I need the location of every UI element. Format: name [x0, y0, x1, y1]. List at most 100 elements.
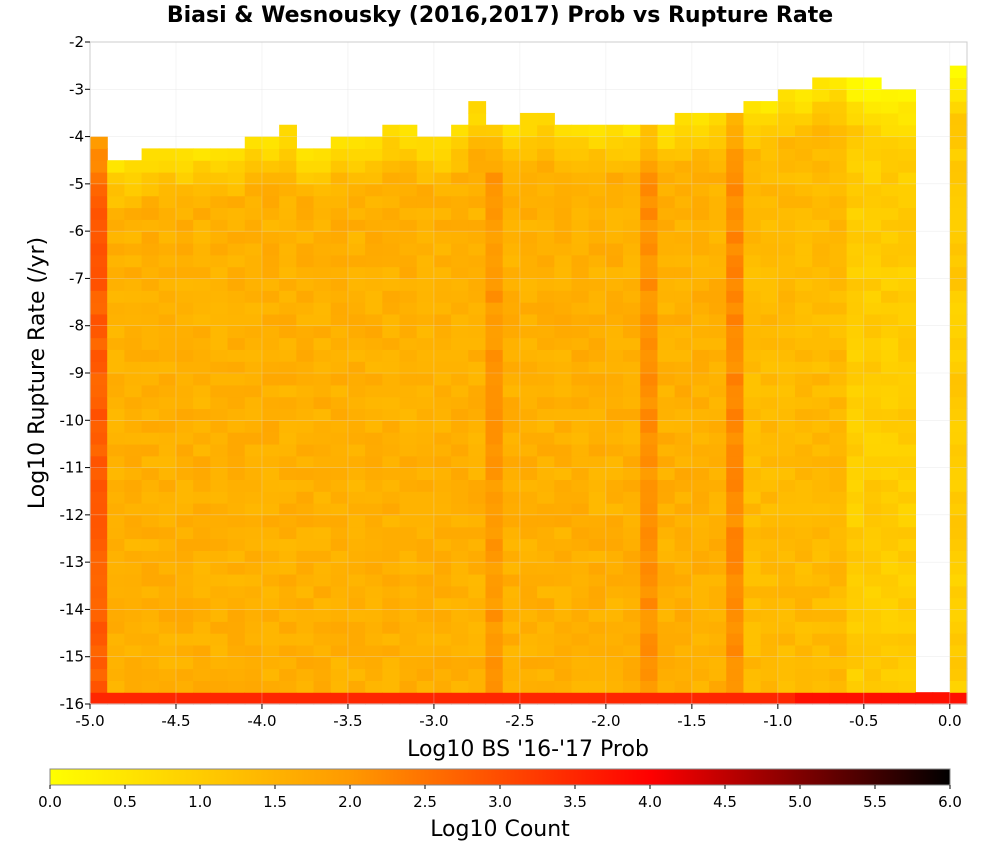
heatmap-cell: [554, 491, 573, 504]
heatmap-cell: [175, 219, 194, 232]
heatmap-cell: [605, 183, 624, 197]
heatmap-cell: [691, 325, 710, 339]
heatmap-cell: [141, 479, 160, 492]
heatmap-cell: [124, 396, 143, 410]
heatmap-cell: [777, 644, 796, 658]
heatmap-cell: [330, 526, 349, 540]
y-axis: -2-3-4-5-6-7-8-9-10-11-12-13-14-15-16: [60, 33, 90, 713]
heatmap-cell: [175, 231, 194, 244]
heatmap-cell: [623, 550, 641, 563]
heatmap-cell: [347, 396, 366, 410]
heatmap-cell: [210, 585, 229, 599]
heatmap-cell: [777, 633, 796, 646]
heatmap-cell: [261, 408, 280, 421]
heatmap-cell: [210, 160, 229, 173]
heatmap-cell: [382, 278, 401, 291]
heatmap-cell: [347, 562, 366, 575]
heatmap-cell: [227, 479, 246, 492]
heatmap-cell: [709, 491, 727, 504]
heatmap-cell: [743, 183, 762, 197]
heatmap-cell: [227, 514, 246, 528]
heatmap-cell: [90, 479, 108, 492]
heatmap-cell: [777, 207, 796, 220]
heatmap-cell: [124, 432, 143, 445]
heatmap-cell: [795, 219, 813, 232]
heatmap-cell: [640, 160, 659, 173]
heatmap-cell: [296, 361, 315, 374]
heatmap-cell: [261, 384, 280, 398]
heatmap-cell: [743, 538, 762, 551]
heatmap-cell: [760, 396, 779, 410]
heatmap-cell: [296, 597, 315, 611]
heatmap-cell: [330, 609, 349, 622]
heatmap-cell: [347, 302, 366, 315]
heatmap-cell: [485, 573, 504, 587]
heatmap-cell: [829, 550, 848, 563]
heatmap-cell: [124, 479, 143, 492]
heatmap-cell: [313, 408, 332, 421]
heatmap-cell: [881, 207, 899, 220]
heatmap-cell: [210, 148, 229, 161]
colorbar-tick-label: 3.5: [563, 793, 587, 811]
heatmap-cell: [468, 479, 487, 492]
heatmap-cell: [777, 585, 796, 599]
heatmap-cell: [347, 183, 366, 197]
heatmap-cell: [107, 455, 125, 469]
heatmap-cell: [365, 503, 383, 516]
heatmap-cell: [485, 692, 504, 705]
heatmap-cell: [330, 207, 349, 220]
heatmap-cell: [433, 384, 452, 398]
heatmap-cell: [605, 384, 624, 398]
heatmap-cell: [468, 585, 487, 599]
heatmap-cell: [623, 207, 641, 220]
heatmap-cell: [227, 432, 246, 445]
heatmap-cell: [279, 455, 297, 469]
heatmap-cell: [416, 668, 435, 681]
heatmap-cell: [812, 231, 831, 244]
heatmap-cell: [313, 231, 332, 244]
heatmap-cell: [674, 396, 693, 410]
heatmap-cell: [743, 384, 762, 398]
heatmap-cell: [502, 172, 521, 185]
heatmap-cell: [416, 254, 435, 268]
heatmap-cell: [846, 538, 865, 551]
x-axis: -5.0 -4.5 -4.0 -3.5 -3.0 -2.5 -2.0 -1.5 -1.0 -0.5…: [75, 704, 962, 730]
heatmap-cell: [537, 207, 555, 220]
heatmap-cell: [468, 112, 487, 126]
heatmap-cell: [451, 644, 469, 658]
heatmap-cell: [502, 384, 521, 398]
heatmap-cell: [709, 349, 727, 362]
heatmap-cell: [881, 124, 899, 138]
heatmap-cell: [795, 89, 813, 102]
heatmap-cell: [709, 302, 727, 315]
heatmap-cell: [812, 148, 831, 161]
heatmap-cell: [777, 503, 796, 516]
heatmap-cell: [519, 432, 538, 445]
heatmap-cell: [605, 160, 624, 173]
heatmap-cell: [485, 443, 504, 457]
heatmap-cell: [468, 503, 487, 516]
heatmap-cell: [433, 633, 452, 646]
heatmap-cell: [588, 183, 607, 197]
heatmap-cell: [330, 148, 349, 161]
heatmap-cell: [674, 302, 693, 315]
heatmap-cell: [863, 668, 882, 681]
heatmap-cell: [519, 361, 538, 374]
heatmap-cell: [846, 455, 865, 469]
heatmap-cell: [227, 538, 246, 551]
heatmap-cell: [726, 219, 745, 232]
heatmap-cell: [863, 526, 882, 540]
heatmap-cell: [227, 633, 246, 646]
heatmap-cell: [485, 337, 504, 350]
heatmap-cell: [726, 585, 745, 599]
heatmap-cell: [898, 514, 917, 528]
heatmap-cell: [399, 538, 418, 551]
heatmap-cell: [881, 195, 899, 209]
heatmap-cell: [812, 432, 831, 445]
heatmap-cell: [519, 633, 538, 646]
heatmap-cell: [399, 573, 418, 587]
heatmap-cell: [571, 692, 590, 705]
heatmap-cell: [812, 266, 831, 280]
heatmap-cell: [330, 254, 349, 268]
heatmap-cell: [141, 668, 160, 681]
